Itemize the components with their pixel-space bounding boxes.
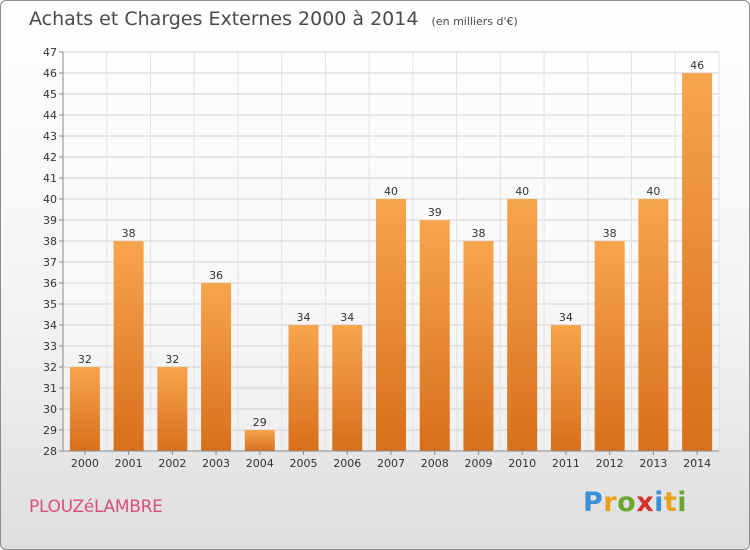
x-tick-label: 2004 — [246, 457, 274, 470]
bar — [332, 325, 363, 451]
y-tick-label: 35 — [43, 298, 57, 311]
x-tick-label: 2009 — [464, 457, 492, 470]
bar — [157, 367, 188, 451]
bar — [201, 283, 232, 451]
bar — [69, 367, 100, 451]
bar — [113, 241, 144, 451]
bar-value-label: 36 — [209, 269, 223, 282]
axes: 28 29 30 31 32 33 34 35 36 37 38 39 40 41 42 43 44 45 46 47… — [43, 46, 719, 470]
bar-value-label: 34 — [340, 311, 354, 324]
x-tick-label: 2002 — [158, 457, 186, 470]
y-tick-label: 37 — [43, 256, 57, 269]
bar-value-label: 40 — [646, 185, 660, 198]
y-tick-label: 44 — [43, 109, 57, 122]
y-tick-label: 39 — [43, 214, 57, 227]
bar-value-label: 46 — [690, 59, 704, 72]
y-tick-label: 28 — [43, 445, 57, 458]
chart-subtitle: (en milliers d'€) — [431, 15, 518, 28]
bar — [288, 325, 319, 451]
bar — [594, 241, 625, 451]
logo-letter: o — [617, 487, 637, 518]
y-tick-label: 32 — [43, 361, 57, 374]
bar-value-label: 34 — [297, 311, 311, 324]
logo-letter: x — [636, 487, 655, 518]
bar-value-label: 38 — [122, 227, 136, 240]
logo-letter: P — [583, 487, 604, 518]
x-tick-label: 2010 — [508, 457, 536, 470]
y-tick-label: 36 — [43, 277, 57, 290]
bar-value-label: 29 — [253, 416, 267, 429]
y-tick-label: 46 — [43, 67, 57, 80]
bar-value-label: 32 — [78, 353, 92, 366]
logo-letter: r — [603, 487, 618, 518]
bar — [244, 430, 275, 451]
x-tick-label: 2003 — [202, 457, 230, 470]
x-tick-label: 2012 — [596, 457, 624, 470]
y-tick-label: 41 — [43, 172, 57, 185]
logo-letter: t — [663, 487, 678, 518]
y-tick-label: 29 — [43, 424, 57, 437]
y-tick-label: 33 — [43, 340, 57, 353]
logo-letter: i — [677, 487, 688, 518]
y-tick-label: 43 — [43, 130, 57, 143]
bars: 32 38 32 36 29 34 34 40 39 38 40 34 38 40 46 — [69, 59, 713, 451]
y-tick-label: 42 — [43, 151, 57, 164]
bar-value-label: 34 — [559, 311, 573, 324]
x-tick-label: 2005 — [290, 457, 318, 470]
title-block: Achats et Charges Externes 2000 à 2014 (… — [29, 8, 518, 30]
proxiti-logo: Proxiti — [583, 487, 687, 518]
city-label: PLOUZéLAMBRE — [29, 497, 163, 517]
y-tick-label: 38 — [43, 235, 57, 248]
bar — [376, 199, 406, 451]
x-tick-label: 2011 — [552, 457, 580, 470]
x-tick-label: 2007 — [377, 457, 405, 470]
y-tick-label: 47 — [43, 46, 57, 59]
bar-value-label: 32 — [165, 353, 179, 366]
x-tick-label: 2008 — [421, 457, 449, 470]
x-tick-label: 2013 — [639, 457, 667, 470]
bar — [550, 325, 581, 451]
y-tick-label: 45 — [43, 88, 57, 101]
x-tick-label: 2001 — [115, 457, 143, 470]
y-tick-label: 31 — [43, 382, 57, 395]
y-tick-label: 30 — [43, 403, 57, 416]
bar-value-label: 39 — [428, 206, 442, 219]
bar — [507, 199, 538, 451]
bar — [463, 241, 494, 451]
chart-title: Achats et Charges Externes 2000 à 2014 — [29, 8, 419, 30]
bar — [419, 220, 450, 451]
y-tick-label: 40 — [43, 193, 57, 206]
bar-value-label: 40 — [384, 185, 398, 198]
x-tick-label: 2006 — [333, 457, 361, 470]
x-tick-label: 2014 — [683, 457, 711, 470]
bar-value-label: 38 — [471, 227, 485, 240]
x-tick-label: 2000 — [71, 457, 99, 470]
bar-value-label: 40 — [515, 185, 529, 198]
bar-value-label: 38 — [603, 227, 617, 240]
logo-letter: i — [654, 487, 664, 518]
bar — [682, 73, 713, 451]
bar — [638, 199, 669, 451]
y-tick-label: 34 — [43, 319, 57, 332]
